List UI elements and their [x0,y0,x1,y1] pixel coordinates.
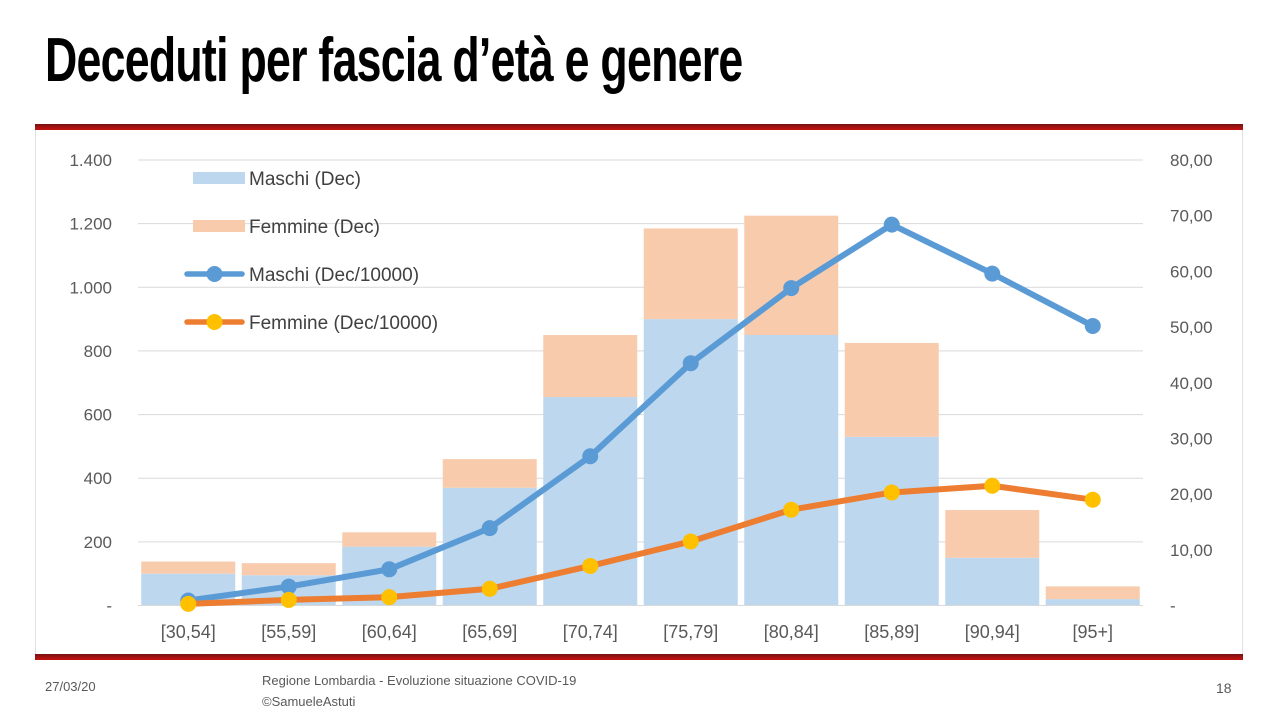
x-axis-category-label: [65,69] [462,622,517,642]
x-axis-category-label: [90,94] [965,622,1020,642]
marker-femmine-rate [883,484,900,501]
bar-femmine-dec [342,532,437,547]
right-axis-tick-label: 50,00 [1170,318,1213,337]
left-axis-tick-label: 1.400 [69,151,112,170]
left-axis-tick-label: 200 [84,533,112,552]
marker-femmine-rate [481,580,498,597]
combo-chart: - 200 400 600 800 1.000 1.200 1.400 - 10,00 20,00 3… [69,151,1213,642]
marker-maschi-rate [783,280,800,297]
x-axis-category-label: [95+] [1072,622,1113,642]
footer-credit-line2: ©SamueleAstuti [262,694,356,709]
top-accent-rule [35,124,1243,130]
right-axis-tick-label: 40,00 [1170,374,1213,393]
x-axis-category-label: [30,54] [161,622,216,642]
bar-maschi-dec [744,335,839,606]
bottom-accent-rule [35,654,1243,660]
legend-swatch [193,172,245,184]
bar-femmine-dec [141,561,236,574]
bar-femmine-dec [442,459,537,488]
legend-swatch [193,220,245,232]
marker-maschi-rate [280,578,297,595]
marker-maschi-rate [1084,317,1101,334]
legend-label: Femmine (Dec/10000) [249,313,438,334]
x-axis-category-label: [80,84] [764,622,819,642]
marker-femmine-rate [280,591,297,608]
bar-femmine-dec [844,342,939,437]
marker-femmine-rate [180,595,197,612]
bar-femmine-dec [1045,586,1140,600]
footer-credit: Regione Lombardia - Evoluzione situazion… [262,670,576,712]
bar-femmine-dec [241,563,336,576]
marker-femmine-rate [783,501,800,518]
bar-femmine-dec [945,510,1040,558]
right-axis-tick-label: - [1170,597,1176,616]
page-title: Deceduti per fascia d’età e genere [45,26,743,95]
bar-maschi-dec [1045,599,1140,606]
left-axis-tick-label: - [106,597,112,616]
left-axis-tick-label: 600 [84,406,112,425]
legend-label: Maschi (Dec/10000) [249,265,419,286]
marker-maschi-rate [984,265,1001,282]
marker-femmine-rate [984,477,1001,494]
left-axis-tick-label: 400 [84,469,112,488]
marker-maschi-rate [582,448,599,465]
bar-femmine-dec [744,215,839,336]
right-axis-tick-label: 20,00 [1170,485,1213,504]
line-femmine-rate [185,482,1096,607]
legend-marker-sample [206,266,223,282]
x-axis-category-label: [55,59] [261,622,316,642]
marker-femmine-rate [682,533,699,550]
legend-label: Femmine (Dec) [249,217,380,238]
x-axis-category-label: [70,74] [563,622,618,642]
page-number: 18 [1216,680,1232,696]
legend-marker-sample [206,314,223,330]
marker-maschi-rate [682,355,699,372]
footer-date: 27/03/20 [45,679,96,694]
slide-footer: 27/03/20 Regione Lombardia - Evoluzione … [0,666,1280,720]
marker-femmine-rate [582,557,599,574]
left-axis-tick-label: 1.200 [69,215,112,234]
line-maschi-rate [185,221,1096,604]
marker-femmine-rate [381,589,398,606]
marker-maschi-rate [883,216,900,233]
marker-femmine-rate [1084,491,1101,508]
left-axis-tick-label: 1.000 [69,278,112,297]
x-axis-category-label: [85,89] [864,622,919,642]
right-axis-tick-label: 80,00 [1170,151,1213,170]
right-axis-tick-label: 10,00 [1170,541,1213,560]
marker-maschi-rate [481,520,498,537]
legend-label: Maschi (Dec) [249,169,361,190]
right-axis-tick-label: 30,00 [1170,429,1213,448]
marker-maschi-rate [381,561,398,578]
x-axis-category-label: [75,79] [663,622,718,642]
chart-frame: - 200 400 600 800 1.000 1.200 1.400 - 10,00 20,00 3… [35,124,1243,660]
right-axis-tick-label: 70,00 [1170,207,1213,226]
left-axis-tick-label: 800 [84,342,112,361]
right-axis-tick-label: 60,00 [1170,262,1213,281]
footer-credit-line1: Regione Lombardia - Evoluzione situazion… [262,673,577,688]
x-axis-category-label: [60,64] [362,622,417,642]
bar-femmine-dec [643,228,738,320]
bar-maschi-dec [844,436,939,606]
bar-femmine-dec [543,335,638,398]
bar-maschi-dec [945,557,1040,606]
